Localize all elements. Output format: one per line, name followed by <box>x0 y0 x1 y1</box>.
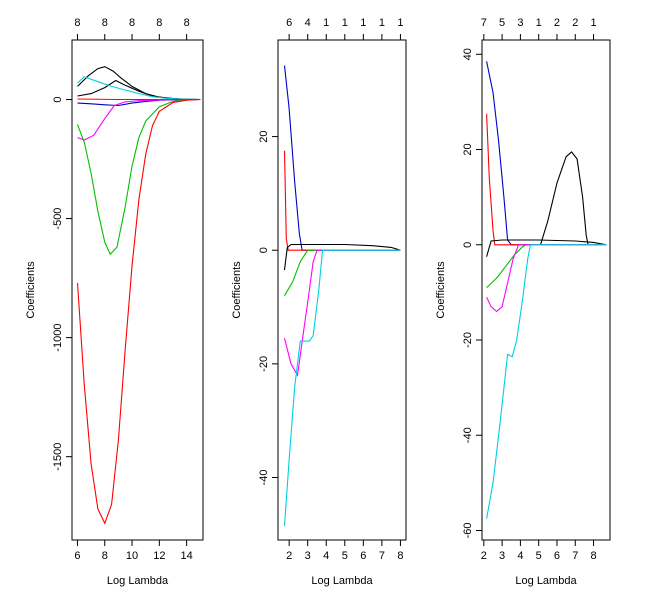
x-axis-label: Log Lambda <box>515 575 577 587</box>
series-line-magenta <box>77 98 201 141</box>
series-line-cyan <box>283 249 401 526</box>
plot-frame <box>481 39 611 541</box>
top-tick-label: 1 <box>360 17 366 29</box>
series-line-red <box>283 150 401 251</box>
series-group <box>76 66 201 525</box>
y-tick-label: 0 <box>462 242 474 248</box>
series-line-black <box>77 66 201 101</box>
y-axis-label: Coefficients <box>435 261 447 319</box>
top-tick-label: 2 <box>572 17 578 29</box>
top-tick-label: 1 <box>323 17 329 29</box>
y-tick-label: -1500 <box>52 443 64 471</box>
top-tick-label: 1 <box>342 17 348 29</box>
top-tick-label: 7 <box>481 17 487 29</box>
series-group <box>283 65 401 526</box>
y-tick-label: 20 <box>462 143 474 155</box>
x-tick-label: 8 <box>102 550 108 562</box>
top-tick-label: 8 <box>74 17 80 29</box>
top-tick-label: 8 <box>184 17 190 29</box>
x-tick-label: 6 <box>74 550 80 562</box>
series-line-blue <box>283 65 401 251</box>
y-tick-label: -40 <box>258 470 270 486</box>
series-line-cyan <box>486 244 607 519</box>
y-tick-label: -60 <box>462 523 474 539</box>
x-tick-label: 4 <box>323 550 329 562</box>
x-tick-label: 2 <box>286 550 292 562</box>
x-tick-label: 6 <box>360 550 366 562</box>
top-tick-label: 1 <box>379 17 385 29</box>
series-line-blue <box>486 61 607 246</box>
x-tick-label: 2 <box>481 550 487 562</box>
x-tick-label: 8 <box>397 550 403 562</box>
y-tick-label: 0 <box>258 247 270 253</box>
x-axis-label: Log Lambda <box>107 575 169 587</box>
top-tick-label: 8 <box>129 17 135 29</box>
y-tick-label: 40 <box>462 48 474 60</box>
y-tick-label: -40 <box>462 427 474 443</box>
chart-panel-1: 6 8 10 12 14 8 8 8 8 8 0 -500 -1000 -1500 Log Lambda Co… <box>25 17 204 587</box>
x-tick-label: 14 <box>181 550 193 562</box>
top-tick-label: 1 <box>536 17 542 29</box>
top-tick-label: 1 <box>397 17 403 29</box>
x-tick-label: 7 <box>572 550 578 562</box>
y-axis-label: Coefficients <box>231 261 243 319</box>
series-line-red <box>76 98 201 525</box>
plot-frame <box>71 39 204 541</box>
top-tick-label: 5 <box>499 17 505 29</box>
y-tick-label: -20 <box>462 332 474 348</box>
x-axis-label: Log Lambda <box>311 575 373 587</box>
top-tick-label: 8 <box>156 17 162 29</box>
top-tick-label: 2 <box>554 17 560 29</box>
plot-frame <box>277 39 407 541</box>
series-line-magenta <box>486 244 607 313</box>
x-tick-label: 6 <box>554 550 560 562</box>
series-line-green <box>284 249 401 296</box>
series-line-cyan <box>77 76 201 101</box>
series-line-green <box>76 98 201 256</box>
x-tick-label: 5 <box>342 550 348 562</box>
x-tick-label: 4 <box>517 550 523 562</box>
series-line-black-hump <box>539 151 589 245</box>
y-tick-label: 20 <box>258 130 270 142</box>
series-line-black <box>486 239 607 257</box>
y-tick-label: 0 <box>52 96 64 102</box>
x-tick-label: 3 <box>499 550 505 562</box>
x-tick-label: 5 <box>536 550 542 562</box>
y-tick-label: -500 <box>52 208 64 230</box>
x-tick-label: 8 <box>590 550 596 562</box>
top-tick-label: 4 <box>305 17 311 29</box>
top-tick-label: 3 <box>517 17 523 29</box>
y-axis-label: Coefficients <box>25 261 37 319</box>
series-group <box>486 61 607 519</box>
top-tick-label: 6 <box>286 17 292 29</box>
series-line-magenta <box>283 249 401 377</box>
series-line-green <box>486 244 607 288</box>
top-tick-label: 8 <box>102 17 108 29</box>
x-tick-label: 12 <box>153 550 165 562</box>
series-line-black <box>283 243 401 271</box>
x-tick-label: 3 <box>305 550 311 562</box>
x-tick-label: 10 <box>126 550 138 562</box>
x-tick-label: 7 <box>379 550 385 562</box>
top-tick-label: 1 <box>590 17 596 29</box>
y-tick-label: -1000 <box>52 324 64 352</box>
y-tick-label: -20 <box>258 356 270 372</box>
